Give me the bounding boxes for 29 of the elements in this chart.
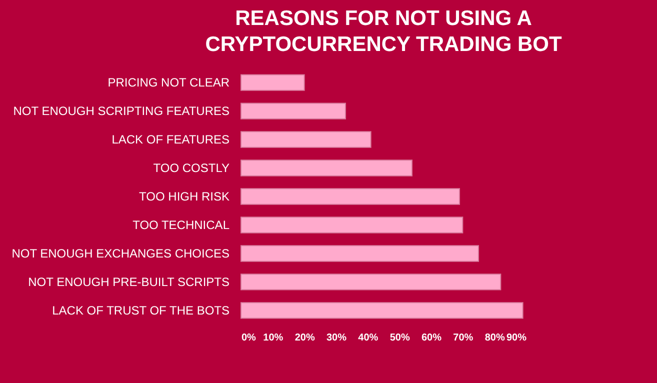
- y-tick-label: NOT ENOUGH PRE-BUILT SCRIPTS: [28, 274, 230, 289]
- y-tick-label: LACK OF TRUST OF THE BOTS: [52, 303, 230, 318]
- bar: [240, 274, 502, 290]
- x-tick-label: 40%: [358, 332, 378, 344]
- x-tick-label: 80%: [484, 332, 505, 344]
- y-tick-label: PRICING NOT CLEAR: [108, 76, 230, 90]
- bar: [240, 302, 524, 319]
- y-tick-label: NOT ENOUGH EXCHANGES CHOICES: [12, 246, 230, 260]
- x-tick-label: 10%: [263, 332, 284, 344]
- x-tick-label: 20%: [294, 332, 315, 344]
- bar: [240, 160, 412, 176]
- x-tick-label: 90%: [506, 332, 527, 344]
- bar: [240, 216, 464, 234]
- chart-title: REASONS FOR NOT USING A CRYPTOCURRENCY TRADING BOT: [205, 7, 562, 56]
- bar: [240, 74, 305, 91]
- y-tick-label: LACK OF FEATURES: [112, 132, 230, 147]
- y-tick-label: TOO COSTLY: [153, 161, 230, 176]
- x-tick-label: 70%: [453, 332, 474, 344]
- y-tick-label: NOT ENOUGH SCRIPTING FEATURES: [13, 104, 230, 118]
- bar: [240, 131, 372, 148]
- x-tick-label: 50%: [390, 332, 410, 344]
- x-tick-label: 60%: [421, 332, 442, 344]
- y-tick-label: TOO TECHNICAL: [132, 218, 230, 232]
- x-tick-label: 30%: [326, 332, 347, 344]
- x-tick-label: 0%: [242, 332, 256, 344]
- y-tick-label: TOO HIGH RISK: [139, 190, 230, 204]
- bar: [240, 102, 346, 120]
- bar: [240, 245, 479, 262]
- bar: [240, 188, 460, 205]
